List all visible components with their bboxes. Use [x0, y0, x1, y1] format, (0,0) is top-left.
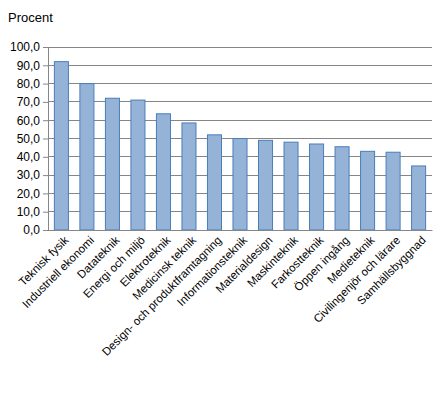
chart: 0,0 10,0 20,0 30,0 40,0 50,0 60,0 70,0 80,0 90,0 1…: [0, 0, 440, 413]
bar: [386, 152, 400, 230]
bar: [258, 140, 272, 230]
grid-line: [48, 47, 432, 48]
x-tick: Samhällsbyggnad: [355, 230, 428, 307]
y-tick-mark: [43, 157, 48, 158]
y-tick-label: 30,0: [17, 168, 41, 182]
x-axis-line: [49, 230, 433, 231]
bar: [233, 139, 247, 231]
y-tick-label: 40,0: [17, 150, 41, 164]
y-tick-mark: [43, 65, 48, 66]
y-axis: 0,0 10,0 20,0 30,0 40,0 50,0 60,0 70,0 80,0 90,0 1…: [10, 40, 49, 237]
bar: [156, 114, 170, 230]
y-tick-label: 50,0: [17, 132, 41, 146]
bar: [284, 142, 298, 230]
y-tick: 90,0: [17, 59, 48, 73]
bar: [335, 147, 349, 230]
y-tick-mark: [43, 102, 48, 103]
y-tick: 10,0: [17, 205, 48, 219]
y-tick-mark: [43, 193, 48, 194]
y-tick-mark: [43, 175, 48, 176]
y-tick: 30,0: [17, 168, 48, 182]
y-tick-label: 10,0: [17, 205, 41, 219]
x-tick: Design- och produktframtagning: [100, 230, 224, 358]
bar: [131, 100, 145, 230]
y-tick: 60,0: [17, 114, 48, 128]
y-tick-label: 80,0: [17, 77, 41, 91]
y-tick: 100,0: [10, 40, 48, 54]
x-tick-label: Samhällsbyggnad: [355, 234, 428, 307]
bar: [310, 144, 324, 230]
x-tick-label: Design- och produktframtagning: [100, 234, 224, 358]
grid: [48, 47, 432, 230]
y-tick-label: 60,0: [17, 114, 41, 128]
y-tick: 40,0: [17, 150, 48, 164]
grid-line: [48, 83, 432, 84]
bars: [54, 62, 425, 230]
y-tick-label: 90,0: [17, 59, 41, 73]
bar: [361, 151, 375, 230]
y-tick-mark: [43, 120, 48, 121]
y-tick: 70,0: [17, 95, 48, 109]
y-tick: 0,0: [23, 223, 48, 237]
x-axis: Teknisk fysikIndustriell ekonomiDatatekn…: [17, 230, 433, 358]
y-tick-mark: [43, 47, 48, 48]
bar: [207, 135, 221, 230]
bar: [80, 84, 94, 230]
grid-line: [48, 65, 432, 66]
y-tick: 20,0: [17, 187, 48, 201]
bar: [182, 123, 196, 230]
y-axis-title: Procent: [8, 10, 53, 25]
y-tick-mark: [43, 84, 48, 85]
bar: [412, 166, 426, 230]
bar: [54, 62, 68, 230]
y-tick-mark: [43, 230, 48, 231]
y-tick: 80,0: [17, 77, 48, 91]
bar: [105, 98, 119, 230]
plot: 0,0 10,0 20,0 30,0 40,0 50,0 60,0 70,0 80,0 90,0 1…: [10, 40, 433, 358]
y-tick-mark: [43, 139, 48, 140]
y-tick-mark: [43, 212, 48, 213]
y-axis-line: [43, 48, 49, 231]
y-tick-label: 100,0: [10, 40, 40, 54]
y-tick-label: 0,0: [23, 223, 40, 237]
y-tick-label: 70,0: [17, 95, 41, 109]
y-tick: 50,0: [17, 132, 48, 146]
y-tick-label: 20,0: [17, 187, 41, 201]
